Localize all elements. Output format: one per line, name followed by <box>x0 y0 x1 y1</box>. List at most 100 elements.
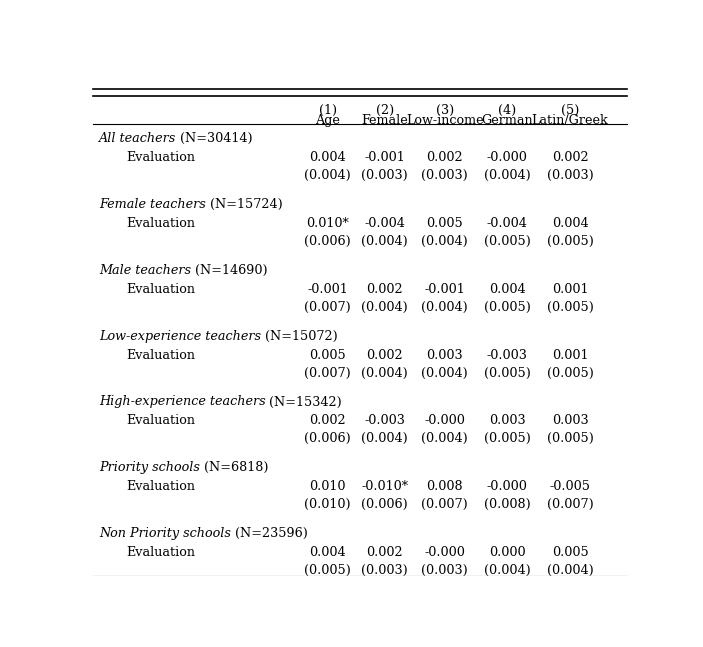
Text: 0.005: 0.005 <box>552 546 588 559</box>
Text: -0.000: -0.000 <box>487 151 528 164</box>
Text: Age: Age <box>315 114 340 127</box>
Text: -0.003: -0.003 <box>364 415 405 428</box>
Text: (1): (1) <box>318 104 337 116</box>
Text: Female teachers: Female teachers <box>98 198 205 211</box>
Text: (0.007): (0.007) <box>304 301 351 314</box>
Text: (0.003): (0.003) <box>421 564 468 577</box>
Text: 0.000: 0.000 <box>489 546 526 559</box>
Text: Male teachers: Male teachers <box>98 264 191 277</box>
Text: (0.003): (0.003) <box>547 170 593 182</box>
Text: Evaluation: Evaluation <box>126 283 195 296</box>
Text: 0.003: 0.003 <box>427 349 463 362</box>
Text: Evaluation: Evaluation <box>126 546 195 559</box>
Text: 0.002: 0.002 <box>366 283 403 296</box>
Text: (0.003): (0.003) <box>421 170 468 182</box>
Text: (3): (3) <box>436 104 454 116</box>
Text: (N=23596): (N=23596) <box>231 527 307 540</box>
Text: (0.006): (0.006) <box>304 432 351 445</box>
Text: German: German <box>482 114 533 127</box>
Text: 0.003: 0.003 <box>489 415 526 428</box>
Text: (0.006): (0.006) <box>304 235 351 248</box>
Text: (N=15342): (N=15342) <box>266 395 342 408</box>
Text: (0.005): (0.005) <box>484 235 531 248</box>
Text: -0.000: -0.000 <box>425 415 465 428</box>
Text: Evaluation: Evaluation <box>126 349 195 362</box>
Text: (0.005): (0.005) <box>304 564 351 577</box>
Text: (2): (2) <box>375 104 394 116</box>
Text: (0.004): (0.004) <box>421 367 468 380</box>
Text: 0.001: 0.001 <box>552 349 588 362</box>
Text: Latin/Greek: Latin/Greek <box>531 114 608 127</box>
Text: -0.001: -0.001 <box>425 283 465 296</box>
Text: (N=30414): (N=30414) <box>176 133 252 146</box>
Text: Evaluation: Evaluation <box>126 217 195 230</box>
Text: (0.004): (0.004) <box>361 235 408 248</box>
Text: 0.002: 0.002 <box>366 546 403 559</box>
Text: All teachers: All teachers <box>98 133 176 146</box>
Text: (N=15072): (N=15072) <box>261 330 337 343</box>
Text: -0.001: -0.001 <box>307 283 348 296</box>
Text: Non Priority schools: Non Priority schools <box>98 527 231 540</box>
Text: (0.003): (0.003) <box>361 564 408 577</box>
Text: (0.003): (0.003) <box>361 170 408 182</box>
Text: (0.005): (0.005) <box>547 235 593 248</box>
Text: Evaluation: Evaluation <box>126 415 195 428</box>
Text: (0.005): (0.005) <box>547 432 593 445</box>
Text: (0.007): (0.007) <box>304 367 351 380</box>
Text: (0.005): (0.005) <box>547 301 593 314</box>
Text: (0.010): (0.010) <box>304 498 351 511</box>
Text: (0.008): (0.008) <box>484 498 531 511</box>
Text: 0.010*: 0.010* <box>307 217 349 230</box>
Text: 0.004: 0.004 <box>309 546 346 559</box>
Text: (0.004): (0.004) <box>304 170 351 182</box>
Text: 0.002: 0.002 <box>309 415 346 428</box>
Text: Evaluation: Evaluation <box>126 151 195 164</box>
Text: (0.005): (0.005) <box>484 432 531 445</box>
Text: 0.001: 0.001 <box>552 283 588 296</box>
Text: 0.002: 0.002 <box>427 151 463 164</box>
Text: 0.010: 0.010 <box>309 480 346 493</box>
Text: (N=6818): (N=6818) <box>200 461 268 474</box>
Text: (0.004): (0.004) <box>421 301 468 314</box>
Text: Female: Female <box>361 114 408 127</box>
Text: (0.004): (0.004) <box>421 432 468 445</box>
Text: -0.001: -0.001 <box>364 151 405 164</box>
Text: -0.000: -0.000 <box>425 546 465 559</box>
Text: (N=14690): (N=14690) <box>191 264 267 277</box>
Text: (0.004): (0.004) <box>421 235 468 248</box>
Text: (4): (4) <box>498 104 517 116</box>
Text: -0.005: -0.005 <box>550 480 591 493</box>
Text: Low-experience teachers: Low-experience teachers <box>98 330 261 343</box>
Text: 0.003: 0.003 <box>552 415 588 428</box>
Text: 0.005: 0.005 <box>309 349 346 362</box>
Text: Low-income: Low-income <box>406 114 484 127</box>
Text: (5): (5) <box>561 104 579 116</box>
Text: (0.004): (0.004) <box>484 170 531 182</box>
Text: (0.004): (0.004) <box>484 564 531 577</box>
Text: (0.004): (0.004) <box>361 432 408 445</box>
Text: 0.004: 0.004 <box>489 283 526 296</box>
Text: 0.002: 0.002 <box>366 349 403 362</box>
Text: (0.007): (0.007) <box>421 498 468 511</box>
Text: (0.006): (0.006) <box>361 498 408 511</box>
Text: -0.000: -0.000 <box>487 480 528 493</box>
Text: 0.004: 0.004 <box>552 217 588 230</box>
Text: High-experience teachers: High-experience teachers <box>98 395 266 408</box>
Text: -0.003: -0.003 <box>487 349 528 362</box>
Text: 0.002: 0.002 <box>552 151 588 164</box>
Text: 0.004: 0.004 <box>309 151 346 164</box>
Text: (N=15724): (N=15724) <box>205 198 283 211</box>
Text: 0.005: 0.005 <box>426 217 463 230</box>
Text: 0.008: 0.008 <box>427 480 463 493</box>
Text: (0.005): (0.005) <box>484 301 531 314</box>
Text: -0.004: -0.004 <box>487 217 528 230</box>
Text: (0.004): (0.004) <box>361 301 408 314</box>
Text: (0.005): (0.005) <box>484 367 531 380</box>
Text: -0.004: -0.004 <box>364 217 405 230</box>
Text: (0.007): (0.007) <box>547 498 593 511</box>
Text: Priority schools: Priority schools <box>98 461 200 474</box>
Text: (0.004): (0.004) <box>547 564 593 577</box>
Text: (0.005): (0.005) <box>547 367 593 380</box>
Text: Evaluation: Evaluation <box>126 480 195 493</box>
Text: (0.004): (0.004) <box>361 367 408 380</box>
